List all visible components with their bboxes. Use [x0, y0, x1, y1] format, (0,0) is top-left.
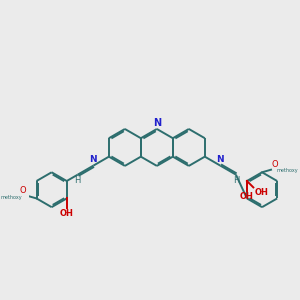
- Text: OH: OH: [60, 209, 74, 218]
- Text: methoxy: methoxy: [276, 169, 298, 173]
- Text: N: N: [153, 118, 161, 128]
- Text: O: O: [272, 160, 278, 169]
- Text: OH: OH: [240, 192, 254, 201]
- Text: methoxy: methoxy: [1, 195, 22, 200]
- Text: N: N: [217, 155, 224, 164]
- Text: OH: OH: [254, 188, 268, 197]
- Text: H: H: [75, 176, 81, 185]
- Text: H: H: [233, 176, 239, 185]
- Text: O: O: [20, 186, 26, 195]
- Text: N: N: [89, 155, 97, 164]
